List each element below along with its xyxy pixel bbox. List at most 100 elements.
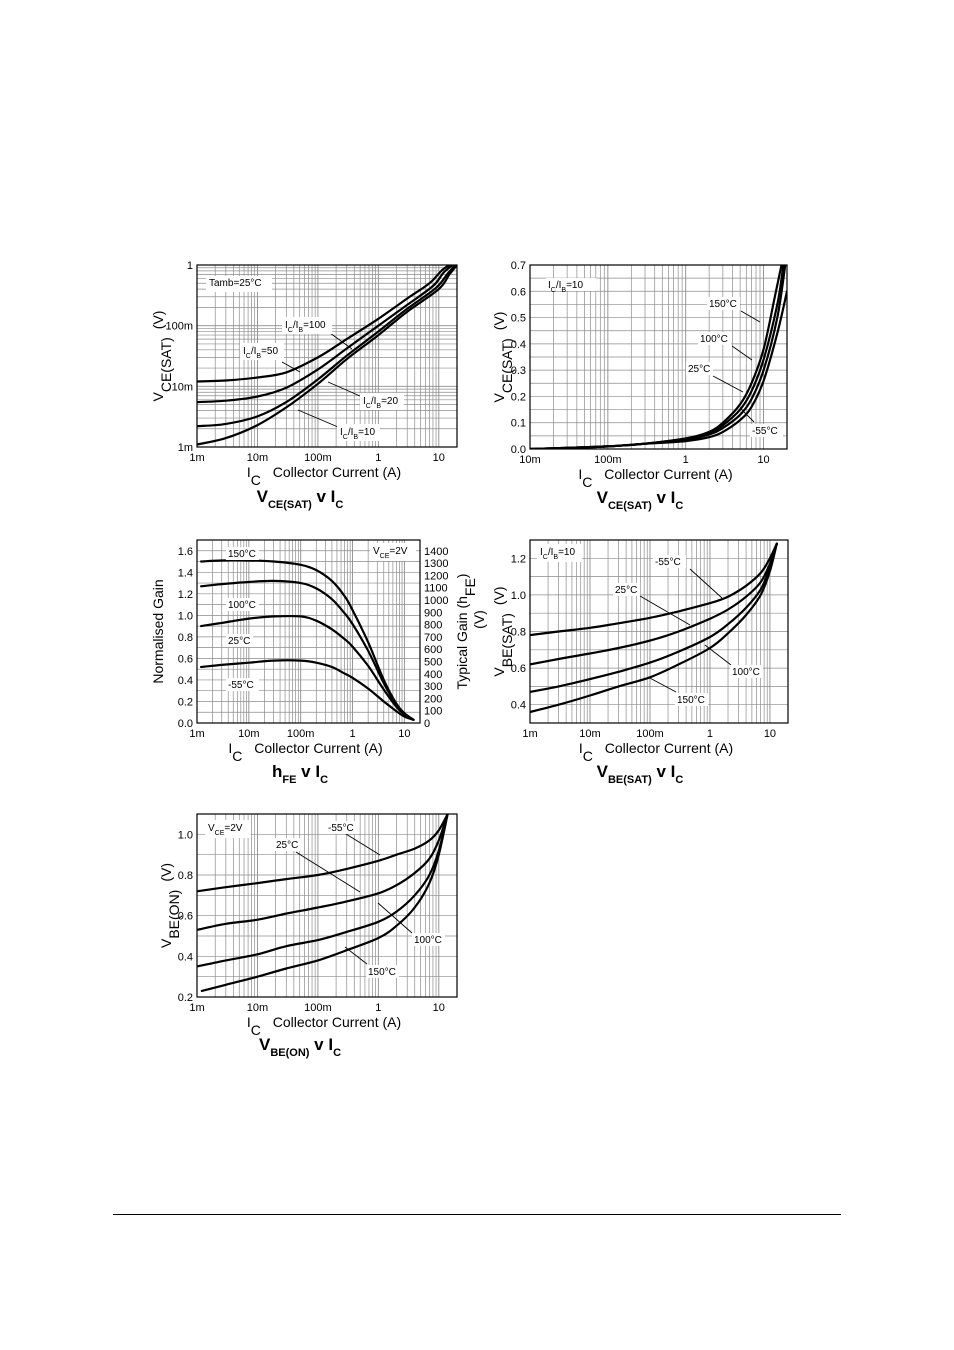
y-tick-label: 0.8 xyxy=(178,632,193,644)
annotation-label: 150°C xyxy=(677,695,705,706)
annotation-bg xyxy=(226,598,259,611)
annotation-label: VCE=2V xyxy=(208,823,243,837)
x-tick-label: 10 xyxy=(757,454,769,466)
annotation-leader xyxy=(647,676,677,693)
x-axis-label: IC Collector Current (A) xyxy=(578,466,732,490)
annotation-label: Tamb=25°C xyxy=(209,278,262,289)
y-axis-label: VCE(SAT)(V) xyxy=(150,311,174,402)
annotation-bg xyxy=(653,555,686,568)
annotation-label: 25°C xyxy=(615,585,637,596)
chart-caption: VCE(SAT) v IC xyxy=(257,487,344,511)
chart-caption: hFE v IC xyxy=(272,762,328,786)
y2-tick-label: 0 xyxy=(424,718,430,730)
y2-tick-label: 400 xyxy=(424,669,442,681)
x-axis-label: IC Collector Current (A) xyxy=(228,740,382,764)
x-tick-label: 10m xyxy=(247,1002,268,1014)
annotation-label: 100°C xyxy=(700,334,728,345)
annotation-bg xyxy=(730,665,763,678)
y-tick-label: 1.6 xyxy=(178,546,193,558)
y2-tick-label: 800 xyxy=(424,620,442,632)
series-line-3 xyxy=(530,290,787,449)
annotation-label: IC/IB=10 xyxy=(548,280,583,294)
y2-tick-label: 200 xyxy=(424,693,442,705)
x-axis-label: IC Collector Current (A) xyxy=(247,1014,401,1038)
chart-hfe: 1m 10m 100m 1 10 0.0 0.2 0.4 0.6 0.8 1.0 1.2 1.4 1.6 0… xyxy=(150,539,487,786)
y-tick-label: 1.2 xyxy=(178,589,193,601)
annotation-leader xyxy=(344,946,368,965)
y-tick-label: 0.2 xyxy=(178,696,193,708)
y2-tick-label: 500 xyxy=(424,656,442,668)
annotation-label: 25°C xyxy=(276,840,298,851)
y2-tick-label: 700 xyxy=(424,632,442,644)
annotation-bg xyxy=(366,965,399,978)
annotation-bg xyxy=(675,693,708,706)
annotation-leader xyxy=(295,851,361,893)
annotation-label: 100°C xyxy=(732,667,760,678)
y-tick-label: 0.6 xyxy=(511,663,526,675)
annotation-label: 150°C xyxy=(228,549,256,560)
y-tick-label: 0.3 xyxy=(511,365,526,377)
y-tick-label: 0.0 xyxy=(178,718,193,730)
annotation-bg xyxy=(370,543,416,561)
annotation-label: IC/IB=10 xyxy=(540,547,575,561)
x-tick-label: 100m xyxy=(304,1002,332,1014)
plot-frame xyxy=(196,813,458,998)
y-tick-label: 1m xyxy=(178,442,193,454)
annotation-leader xyxy=(377,902,413,934)
x-tick-label: 10m xyxy=(238,728,259,740)
annotation-bg xyxy=(412,933,445,946)
x-tick-label: 1m xyxy=(522,728,537,740)
y2-tick-label: 1400 xyxy=(424,546,448,558)
y-tick-label: 0.4 xyxy=(178,951,193,963)
chart-vbeon: 1m 10m 100m 1 10 0.2 0.4 0.6 0.8 1.0 IC Collector … xyxy=(158,813,458,1059)
annotation-bg xyxy=(326,821,359,834)
x-axis-label: IC Collector Current (A) xyxy=(247,464,401,488)
series-line-3 xyxy=(197,265,457,446)
x-tick-label: 10 xyxy=(764,728,776,740)
annotation-leader xyxy=(329,332,353,350)
series-line-0 xyxy=(197,265,451,383)
y-tick-label: 0.7 xyxy=(511,260,526,272)
annotation-label: -55°C xyxy=(752,426,778,437)
x-tick-label: 1m xyxy=(189,1002,204,1014)
y-tick-label: 0.6 xyxy=(178,911,193,923)
chart-caption: VBE(ON) v IC xyxy=(259,1035,341,1059)
annotation-bg xyxy=(613,583,641,596)
plot-frame xyxy=(529,539,789,724)
annotation-leader xyxy=(639,595,691,626)
annotation-label: IC/IB=10 xyxy=(340,427,375,441)
series-line-1 xyxy=(197,265,454,404)
annotation-label: 100°C xyxy=(414,935,442,946)
y2-axis-unit: (V) xyxy=(471,610,487,629)
annotation-leader xyxy=(731,345,753,361)
annotation-label: 150°C xyxy=(709,299,737,310)
series-line-3 xyxy=(200,659,415,721)
y-tick-label: 0.6 xyxy=(178,653,193,665)
x-tick-label: 100m xyxy=(287,728,315,740)
annotation-bg xyxy=(240,343,284,360)
series-line-3 xyxy=(530,542,778,714)
plot-frame xyxy=(196,539,421,724)
annotation-leader xyxy=(689,568,723,599)
y-tick-label: 0.4 xyxy=(178,675,193,687)
annotation-bg xyxy=(226,547,259,560)
y-tick-label: 0.8 xyxy=(511,627,526,639)
annotation-leader xyxy=(297,409,339,428)
annotation-bg xyxy=(206,276,272,292)
annotation-label: IC/IB=20 xyxy=(363,396,398,410)
annotation-leader xyxy=(281,361,301,373)
annotation-label: IC/IB=50 xyxy=(243,346,278,360)
series-line-3 xyxy=(200,814,449,992)
annotation-label: 150°C xyxy=(368,967,396,978)
x-tick-label: 100m xyxy=(304,452,332,464)
annotation-bg xyxy=(205,820,251,838)
annotation-bg xyxy=(337,424,380,441)
x-tick-label: 10 xyxy=(433,452,445,464)
annotation-leader xyxy=(739,407,755,423)
x-tick-label: 1 xyxy=(375,1002,381,1014)
x-tick-label: 10m xyxy=(579,728,600,740)
annotation-bg xyxy=(750,424,783,437)
series-line-2 xyxy=(197,265,457,428)
annotation-leader xyxy=(740,310,761,323)
